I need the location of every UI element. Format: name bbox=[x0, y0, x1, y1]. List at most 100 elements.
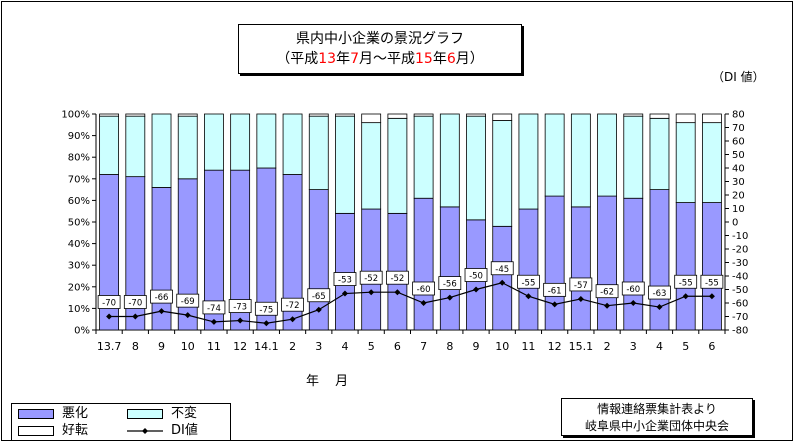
right-axis-tick-label: 20 bbox=[732, 191, 745, 202]
x-axis-tick-label: 6 bbox=[708, 340, 715, 353]
di-data-label: -69 bbox=[181, 297, 195, 307]
di-data-label: -50 bbox=[469, 272, 483, 282]
di-point bbox=[184, 312, 191, 319]
title-part-month-start: 7 bbox=[350, 51, 359, 67]
legend-swatch-better bbox=[18, 426, 54, 436]
di-point bbox=[106, 313, 113, 320]
bar-worse bbox=[570, 206, 591, 331]
di-point bbox=[551, 301, 558, 308]
di-data-label: -45 bbox=[495, 265, 509, 275]
di-point bbox=[158, 308, 165, 315]
di-point bbox=[499, 279, 506, 286]
x-axis-tick-label: 6 bbox=[394, 340, 401, 353]
di-point bbox=[394, 289, 401, 296]
di-data-label: -75 bbox=[259, 305, 273, 315]
right-axis-tick-label: 0 bbox=[732, 218, 738, 229]
bar-better bbox=[361, 113, 382, 124]
left-axis-tick-label: 80% bbox=[68, 153, 90, 164]
x-axis-tick-label: 3 bbox=[315, 340, 322, 353]
x-axis-tick-label: 5 bbox=[368, 340, 375, 353]
x-axis-tick-label: 11 bbox=[521, 340, 535, 353]
title-part: 年 bbox=[336, 51, 351, 67]
di-data-label: -55 bbox=[679, 278, 693, 288]
legend-label-better: 好転 bbox=[62, 423, 89, 438]
di-point bbox=[237, 317, 244, 324]
di-data-label: -65 bbox=[312, 292, 326, 302]
left-axis-tick-label: 20% bbox=[68, 282, 90, 293]
bar-unchanged bbox=[518, 113, 539, 210]
bar-unchanged bbox=[256, 113, 277, 169]
bar-worse bbox=[335, 212, 355, 331]
di-data-label: -72 bbox=[286, 301, 300, 311]
bar-unchanged bbox=[204, 113, 224, 171]
di-data-label-box bbox=[517, 274, 540, 289]
title-part: 月～平成 bbox=[359, 51, 415, 67]
bar-worse bbox=[361, 208, 382, 331]
di-data-label: -70 bbox=[102, 299, 116, 309]
x-axis-tick-label: 9 bbox=[158, 340, 165, 353]
di-point bbox=[473, 286, 480, 293]
di-point bbox=[210, 318, 217, 325]
bar-unchanged bbox=[701, 122, 722, 203]
x-axis-tick-label: 8 bbox=[132, 340, 139, 353]
x-axis-tick-label: 10 bbox=[181, 340, 195, 353]
bar-better bbox=[649, 113, 670, 119]
bar-unchanged bbox=[649, 117, 670, 190]
di-data-label: -61 bbox=[548, 286, 562, 296]
di-data-label-box bbox=[412, 281, 436, 296]
right-axis-tick-label: -20 bbox=[732, 245, 748, 256]
di-point bbox=[682, 293, 689, 300]
bar-unchanged bbox=[308, 115, 329, 191]
right-axis-tick-label: 40 bbox=[732, 164, 745, 175]
right-axis-tick-label: 30 bbox=[732, 177, 745, 188]
left-axis-tick-label: 0% bbox=[74, 326, 90, 337]
bar-unchanged bbox=[99, 115, 120, 175]
title-line1: 県内中小企業の景況グラフ bbox=[296, 31, 464, 47]
left-axis-tick-label: 40% bbox=[68, 239, 90, 250]
x-axis-tick-label: 9 bbox=[473, 340, 480, 353]
bar-worse bbox=[413, 197, 434, 331]
title-part: 年 bbox=[432, 51, 447, 67]
legend-swatch-unchanged bbox=[127, 409, 163, 419]
title-part: （平成 bbox=[276, 51, 319, 67]
di-data-label: -52 bbox=[390, 274, 404, 284]
right-axis-unit: （DI 値） bbox=[712, 70, 765, 84]
bar-unchanged bbox=[439, 113, 460, 208]
bar-better bbox=[492, 113, 513, 121]
di-data-label-box bbox=[438, 276, 462, 291]
legend-label-unchanged: 不変 bbox=[171, 406, 198, 421]
x-axis-tick-label: 12 bbox=[233, 340, 247, 353]
bar-unchanged bbox=[361, 122, 382, 210]
bar-unchanged bbox=[177, 115, 198, 180]
di-line bbox=[109, 282, 712, 324]
di-point bbox=[604, 302, 611, 309]
left-axis-tick-label: 30% bbox=[68, 261, 90, 272]
legend-label-worse: 悪化 bbox=[62, 406, 89, 421]
right-axis-tick-label: 10 bbox=[732, 204, 745, 215]
di-data-label-box bbox=[464, 268, 488, 282]
bar-worse bbox=[439, 206, 460, 331]
legend-line-di bbox=[127, 428, 163, 434]
di-data-label: -57 bbox=[574, 281, 588, 291]
di-data-label-box bbox=[621, 281, 645, 296]
di-point bbox=[656, 304, 663, 311]
bar-worse bbox=[623, 197, 644, 331]
di-data-label-box bbox=[123, 295, 147, 309]
x-axis-tick-label: 2 bbox=[604, 340, 611, 353]
left-axis-tick-label: 10% bbox=[68, 304, 90, 315]
title-line2: （平成13年7月～平成15年6月） bbox=[239, 49, 521, 69]
di-point bbox=[630, 300, 637, 306]
right-axis-tick-label: -30 bbox=[732, 258, 748, 269]
di-data-label: -53 bbox=[338, 276, 352, 286]
di-data-label-box bbox=[359, 270, 383, 285]
bar-worse bbox=[518, 208, 539, 331]
di-data-label-box bbox=[176, 293, 200, 308]
di-point bbox=[263, 320, 270, 327]
bar-better bbox=[675, 113, 696, 124]
bar-unchanged bbox=[597, 113, 617, 197]
x-axis-tick-label: 13.7 bbox=[97, 340, 122, 353]
bar-unchanged bbox=[125, 115, 146, 178]
di-data-label-box bbox=[385, 270, 409, 285]
di-data-label: -66 bbox=[155, 293, 169, 303]
